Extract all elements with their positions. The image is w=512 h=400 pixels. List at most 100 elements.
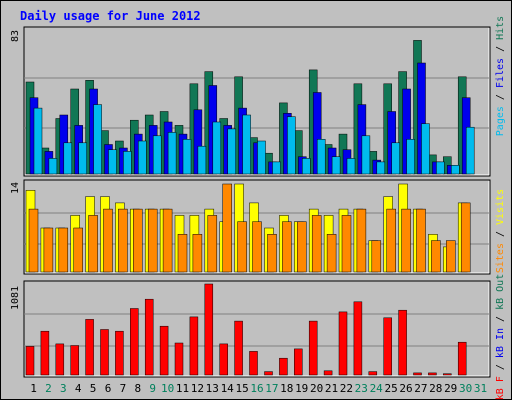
chart-title: Daily usage for June 2012 [20, 9, 201, 23]
legend-pages: Pages [495, 106, 506, 136]
bar-pages [391, 142, 400, 175]
bar-sites [386, 208, 396, 273]
panel-kbytes [23, 280, 491, 378]
bar-sites [416, 208, 426, 273]
bar-kb-f [115, 330, 124, 376]
bar-kb-f [130, 308, 139, 376]
x-tick-label: 10 [161, 382, 174, 395]
x-tick-label: 21 [325, 382, 338, 395]
legend-separator: / [495, 40, 506, 58]
bar-kb-f [249, 351, 258, 376]
bar-sites [207, 215, 218, 273]
bar-pages [316, 139, 326, 175]
legend-text: kB F / kB In / kB Out [495, 274, 506, 400]
panel-visits-sites [23, 179, 491, 275]
bar-pages [272, 161, 281, 175]
bar-pages [361, 135, 371, 175]
x-tick-label: 1 [30, 382, 37, 395]
x-tick-label: 20 [310, 382, 323, 395]
bar-kb-f [85, 319, 94, 376]
x-tick-label: 30 [459, 382, 472, 395]
bar-kb-f [353, 301, 363, 376]
bar-kb-f [323, 370, 333, 376]
bar-kb-f [55, 343, 65, 376]
legend-bot: kB F / kB In / kB Out [495, 274, 506, 400]
x-tick-label: 8 [134, 382, 141, 395]
bar-pages [376, 161, 386, 175]
bar-kb-f [189, 316, 199, 376]
bar-kb-f [234, 320, 243, 376]
mid-ymax-label: 14 [10, 182, 21, 194]
bar-pages [436, 161, 445, 175]
bar-sites [311, 215, 322, 273]
x-tick-label: 27 [414, 382, 427, 395]
bar-kb-f [204, 283, 214, 376]
x-tick-label: 28 [429, 382, 442, 395]
bar-pages [123, 151, 132, 175]
bar-pages [152, 135, 162, 175]
bar-pages [138, 140, 147, 175]
bar-kb-f [159, 325, 169, 376]
bar-sites [356, 208, 367, 273]
bar-kb-f [264, 371, 273, 376]
bar-sites [58, 227, 69, 273]
bar-sites [282, 221, 292, 273]
x-tick-label: 24 [370, 382, 384, 395]
x-tick-label: 12 [191, 382, 204, 395]
x-tick-label: 29 [444, 382, 457, 395]
bar-pages [257, 140, 266, 175]
bar-sites [88, 215, 98, 273]
x-tick-label: 26 [399, 382, 412, 395]
bar-pages [451, 165, 460, 175]
legend-sites: Sites [495, 243, 506, 273]
bar-pages [93, 104, 102, 175]
x-tick-label: 15 [235, 382, 248, 395]
bar-sites [133, 208, 143, 273]
bar-pages [227, 128, 236, 175]
legend-text: Sites / Visits [495, 189, 506, 273]
x-tick-label: 2 [45, 382, 52, 395]
x-tick-label: 31 [474, 382, 487, 395]
bar-pages [33, 107, 43, 175]
bar-pages [421, 123, 430, 175]
x-tick-label: 4 [75, 382, 82, 395]
bar-pages [346, 158, 356, 175]
bar-sites [267, 234, 277, 273]
bar-pages [331, 156, 341, 175]
bar-pages [63, 142, 73, 175]
bar-sites [192, 234, 203, 273]
bar-pages [182, 139, 192, 175]
legend-separator: / [495, 225, 506, 243]
bar-pages [78, 142, 87, 175]
bar-sites [431, 240, 441, 273]
x-tick-label: 7 [120, 382, 127, 395]
bar-kb-f [294, 348, 303, 376]
bar-kb-f [25, 346, 35, 376]
bar-sites [103, 208, 113, 273]
bar-kb-f [279, 357, 288, 376]
legend-files: Files [495, 58, 506, 88]
bar-kb-f [398, 309, 407, 376]
legend-kb-in: kB In [495, 328, 506, 358]
bar-sites [326, 234, 337, 273]
x-tick-label: 19 [295, 382, 308, 395]
bar-pages [302, 158, 311, 175]
bar-sites [222, 183, 232, 273]
legend-kb-f: kB F [495, 376, 506, 400]
panel-hits-files-pages [23, 26, 491, 177]
bot-ymax-label: 1081 [10, 286, 21, 310]
bar-pages [197, 145, 207, 175]
bar-pages [406, 139, 415, 175]
bar-sites [118, 208, 128, 273]
x-axis-labels: 1 2 3 4 5 6 7 8 9 10 11 12 13 14 15 16 17 18 19 20 21 22 23 24 2… [30, 382, 487, 395]
bar-sites [252, 221, 262, 273]
bar-pages [287, 116, 296, 175]
bar-pages [212, 121, 222, 175]
legend-visits: Visits [495, 189, 506, 225]
bar-sites [297, 221, 307, 273]
bar-kb-f [308, 320, 318, 376]
bar-kb-f [219, 343, 228, 376]
legend-hits: Hits [495, 16, 506, 40]
